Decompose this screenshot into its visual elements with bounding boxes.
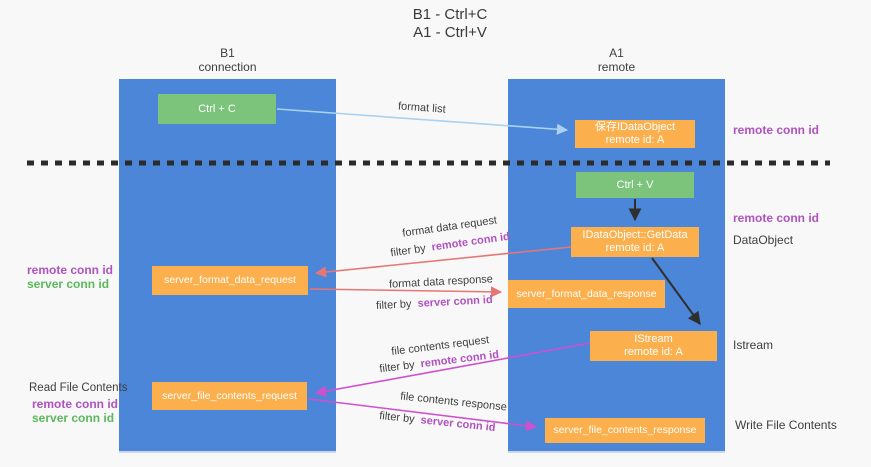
edge-label-format-data-response: format data response	[389, 273, 493, 290]
node-file-response-label: server_file_contents_response	[553, 424, 697, 436]
node-saved-idataobject-line1: 保存IDataObject	[594, 121, 676, 133]
edge-label-filter-server-2: filter by server conn id	[379, 410, 496, 434]
node-server-file-contents-response: server_file_contents_response	[545, 418, 705, 443]
edge-label-format-list: format list	[398, 100, 446, 115]
title-line-2: A1 - Ctrl+V	[413, 24, 487, 41]
lane-b1-title: B1	[220, 46, 235, 60]
annotation-istream: Istream	[733, 338, 774, 352]
node-istream-line1: IStream	[634, 333, 673, 345]
format-list-text: format list	[397, 100, 447, 116]
annotation-right-remote-conn-id-top: remote conn id	[733, 123, 820, 137]
diagram-title: B1 - Ctrl+C A1 - Ctrl+V	[330, 6, 570, 42]
filter-by-text: filter by	[375, 298, 412, 313]
remote-conn-id-label: remote conn id	[32, 397, 119, 411]
file-contents-response-text: file contents response	[399, 390, 508, 414]
node-idataobject-getdata: IDataObject::GetData remote id: A	[571, 227, 699, 257]
annotation-dataobject: DataObject	[733, 233, 794, 247]
node-saved-idataobject-line2: remote id: A	[605, 134, 665, 146]
lane-a1-subtitle: remote	[597, 60, 636, 74]
server-conn-id-text: server conn id	[417, 293, 493, 310]
remote-conn-id-text: remote conn id	[430, 230, 511, 254]
node-ctrl-c: Ctrl + C	[158, 94, 276, 124]
node-istream: IStream remote id: A	[590, 331, 717, 361]
edge-label-file-contents-response: file contents response	[400, 390, 508, 413]
node-saved-idataobject: 保存IDataObject remote id: A	[575, 120, 695, 148]
edge-label-filter-server-1: filter by server conn id	[376, 294, 493, 312]
filter-by-text: filter by	[389, 242, 427, 260]
node-getdata-line2: remote id: A	[605, 242, 665, 254]
node-format-response-label: server_format_data_response	[516, 287, 657, 300]
format-data-response-text: format data response	[388, 273, 494, 291]
node-server-format-data-response: server_format_data_response	[508, 280, 665, 308]
lane-a1-title: A1	[609, 46, 624, 60]
annotation-write-file-contents: Write File Contents	[735, 418, 837, 432]
node-server-format-data-request: server_format_data_request	[152, 266, 308, 295]
node-getdata-line1: IDataObject::GetData	[582, 229, 688, 241]
annotation-read-file-contents: Read File Contents	[29, 382, 128, 394]
lane-b1-subtitle: connection	[198, 60, 257, 74]
server-conn-id-label: server conn id	[27, 277, 110, 291]
node-istream-line2: remote id: A	[624, 346, 683, 358]
remote-conn-id-label: remote conn id	[27, 263, 114, 277]
title-line-1: B1 - Ctrl+C	[412, 6, 488, 23]
annotation-right-remote-conn-id-mid: remote conn id	[733, 211, 820, 225]
node-ctrl-c-label: Ctrl + C	[198, 102, 236, 115]
node-ctrl-v-label: Ctrl + V	[616, 178, 654, 191]
lane-header-b1: B1 connection	[119, 46, 336, 74]
server-conn-id-label: server conn id	[32, 411, 115, 425]
annotation-left-file-ids: remote conn id server conn id	[32, 397, 118, 425]
node-format-request-label: server_format_data_request	[164, 274, 296, 286]
lane-header-a1: A1 remote	[508, 46, 725, 74]
node-file-request-label: server_file_contents_request	[162, 389, 297, 402]
filter-by-text: filter by	[378, 409, 416, 426]
node-ctrl-v: Ctrl + V	[576, 172, 694, 198]
filter-by-text: filter by	[378, 359, 416, 376]
annotation-left-format-ids: remote conn id server conn id	[27, 263, 113, 291]
server-conn-id-text: server conn id	[419, 414, 497, 435]
node-server-file-contents-request: server_file_contents_request	[152, 382, 307, 410]
